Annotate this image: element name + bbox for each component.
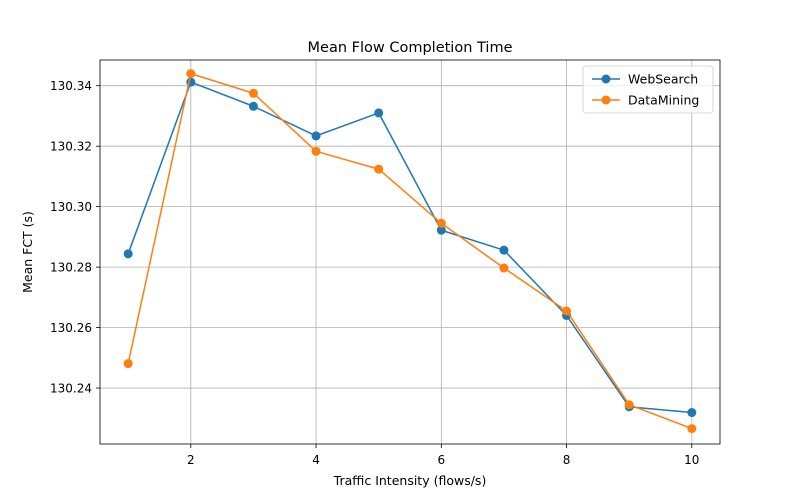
chart-title: Mean Flow Completion Time <box>308 40 513 56</box>
legend: WebSearch DataMining <box>582 65 714 114</box>
grid-lines <box>100 60 720 444</box>
data-point-datamining <box>186 69 196 79</box>
data-point-datamining <box>436 218 446 228</box>
plot-frame <box>99 59 721 445</box>
data-point-datamining <box>123 359 133 369</box>
x-tick-label: 4 <box>312 453 320 467</box>
data-point-websearch <box>248 101 258 111</box>
data-point-datamining <box>687 424 697 434</box>
x-tick-label: 2 <box>187 453 195 467</box>
data-point-datamining <box>374 164 384 174</box>
legend-marker-datamining <box>601 95 611 105</box>
y-axis-label: Mean FCT (s) <box>20 211 35 293</box>
data-point-websearch <box>499 245 509 255</box>
legend-marker-websearch <box>601 74 611 84</box>
x-tick-label: 6 <box>437 453 445 467</box>
data-point-datamining <box>311 146 321 156</box>
y-tick-label: 130.30 <box>50 200 92 214</box>
series-line-datamining <box>127 72 693 430</box>
data-point-datamining <box>248 88 258 98</box>
legend-box <box>582 65 714 114</box>
data-point-websearch <box>687 408 697 418</box>
data-point-websearch <box>374 108 384 118</box>
axis-ticks: 2 4 6 8 10 130.24 130.26 130.28 130.30 130.32 130.… <box>50 79 699 467</box>
y-tick-label: 130.32 <box>50 140 92 154</box>
data-point-websearch <box>311 131 321 141</box>
x-tick-label: 10 <box>684 453 699 467</box>
legend-label-websearch: WebSearch <box>628 72 698 87</box>
y-tick-label: 130.26 <box>50 321 92 335</box>
data-point-datamining <box>624 400 634 410</box>
series-lines <box>123 69 697 434</box>
series-line-websearch <box>127 81 692 414</box>
data-point-websearch <box>123 249 133 259</box>
data-point-datamining <box>562 306 572 316</box>
y-tick-label: 130.28 <box>50 261 92 275</box>
y-tick-label: 130.24 <box>50 382 92 396</box>
x-tick-label: 8 <box>563 453 571 467</box>
x-axis-label: Traffic Intensity (flows/s) <box>333 473 487 488</box>
data-point-websearch <box>436 225 446 235</box>
data-point-datamining <box>499 263 509 273</box>
y-tick-label: 130.34 <box>50 79 92 93</box>
legend-label-datamining: DataMining <box>628 93 699 108</box>
